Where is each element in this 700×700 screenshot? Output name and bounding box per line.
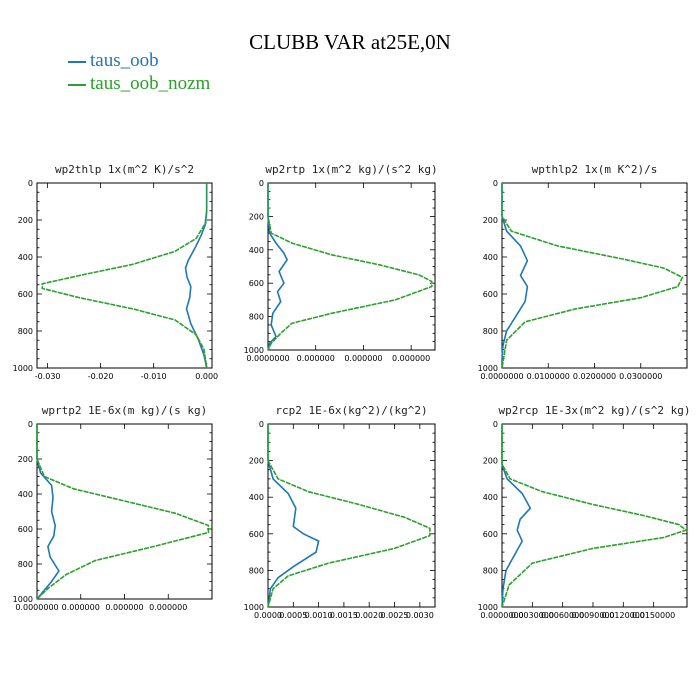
x-tick-label: 0.000000	[62, 603, 100, 612]
panel-frame	[267, 423, 436, 608]
y-tick-label: 0	[28, 420, 33, 429]
panel-title: wpthlp2 1x(m K^2)/s	[532, 163, 658, 176]
legend-line-taus-oob	[68, 61, 86, 63]
y-tick-label: 200	[249, 457, 264, 466]
y-tick-label: 200	[18, 216, 33, 225]
x-tick-label: 0.0000000	[15, 603, 58, 612]
x-tick-label: 0.000000	[344, 354, 382, 363]
series-line-taus-oob-nozm	[36, 424, 210, 600]
y-tick-label: 0	[259, 179, 264, 188]
y-tick-label: 400	[483, 253, 498, 262]
x-tick-label: 0.0015	[330, 611, 358, 620]
x-tick-label: 0.0120000	[602, 611, 645, 620]
y-tick-label: 800	[249, 313, 264, 322]
panel-frame	[267, 182, 436, 351]
y-tick-label: 600	[18, 290, 33, 299]
series-line-taus-oob-nozm	[267, 424, 431, 608]
y-tick-label: 0	[493, 420, 498, 429]
y-tick-label: 200	[483, 216, 498, 225]
y-tick-label: 0	[259, 420, 264, 429]
x-tick-label: 0.0000000	[480, 611, 523, 620]
x-tick-label: 0.0060000	[541, 611, 584, 620]
y-tick-label: 0	[28, 179, 33, 188]
series-line-taus-oob	[184, 183, 208, 369]
legend-label-taus-oob-nozm: taus_oob_nozm	[90, 73, 211, 94]
series-line-taus-oob	[501, 183, 529, 368]
x-tick-label: 0.0000000	[246, 354, 289, 363]
y-tick-label: 600	[18, 525, 33, 534]
series-line-taus-oob-nozm	[267, 183, 433, 351]
panel-frame	[36, 423, 213, 600]
series-line-taus-oob	[36, 424, 60, 600]
y-tick-label: 0	[493, 179, 498, 188]
series-line-taus-oob	[267, 183, 289, 351]
x-tick-label: 0.000	[195, 372, 218, 381]
x-tick-label: 0.000000	[105, 603, 143, 612]
x-tick-label: -0.010	[141, 372, 167, 381]
series-line-taus-oob-nozm	[501, 424, 688, 608]
y-tick-label: 800	[18, 560, 33, 569]
y-tick-label: 800	[249, 566, 264, 575]
legend-label-taus-oob: taus_oob	[90, 50, 159, 71]
x-tick-label: 0.000000	[297, 354, 335, 363]
y-tick-label: 1000	[13, 364, 33, 373]
x-tick-label: 0.0150000	[632, 611, 675, 620]
x-tick-label: 0.0005	[279, 611, 307, 620]
panel-title: wp2rtp 1x(m^2 kg)/(s^2 kg)	[265, 163, 437, 176]
series-line-taus-oob	[267, 424, 320, 608]
y-tick-label: 400	[18, 253, 33, 262]
x-tick-label: 0.000000	[149, 603, 187, 612]
y-tick-label: 400	[483, 493, 498, 502]
legend-line-taus-oob-nozm	[68, 84, 86, 86]
y-tick-label: 1000	[13, 595, 33, 604]
y-tick-label: 200	[249, 212, 264, 221]
x-tick-label: -0.020	[88, 372, 114, 381]
x-tick-label: 0.0020	[355, 611, 383, 620]
panel-title: wp2thlp 1x(m^2 K)/s^2	[55, 163, 194, 176]
x-tick-label: 0.0030000	[511, 611, 554, 620]
panel-frame	[501, 423, 688, 608]
series-line-taus-oob	[501, 424, 532, 608]
series-line-taus-oob-nozm	[41, 183, 208, 369]
panel-title: rcp2 1E-6x(kg^2)/(kg^2)	[275, 404, 427, 417]
x-tick-label: 0.0090000	[571, 611, 614, 620]
y-tick-label: 1000	[244, 603, 264, 612]
series-line-taus-oob-nozm	[501, 183, 684, 369]
x-tick-label: 0.0025	[381, 611, 409, 620]
y-tick-label: 600	[249, 530, 264, 539]
x-tick-label: 0.0000	[254, 611, 282, 620]
y-tick-label: 800	[483, 566, 498, 575]
panel-title: wp2rcp 1E-3x(m^2 kg)/(s^2 kg)	[498, 404, 690, 417]
y-tick-label: 800	[18, 327, 33, 336]
y-tick-label: 200	[483, 457, 498, 466]
x-tick-label: 0.0010	[305, 611, 333, 620]
x-tick-label: 0.0300000	[619, 372, 662, 381]
panel-frame	[501, 182, 688, 369]
y-tick-label: 1000	[478, 364, 498, 373]
x-tick-label: 0.0000000	[480, 372, 523, 381]
x-tick-label: -0.030	[35, 372, 61, 381]
y-tick-label: 600	[249, 279, 264, 288]
y-tick-label: 800	[483, 327, 498, 336]
x-tick-label: 0.0030	[406, 611, 434, 620]
y-tick-label: 400	[18, 490, 33, 499]
y-tick-label: 400	[249, 493, 264, 502]
y-tick-label: 1000	[244, 346, 264, 355]
y-tick-label: 1000	[478, 603, 498, 612]
y-tick-label: 600	[483, 530, 498, 539]
x-tick-label: 0.0100000	[527, 372, 570, 381]
panel-frame	[36, 182, 213, 369]
x-tick-label: 0.000000	[392, 354, 430, 363]
y-tick-label: 400	[249, 246, 264, 255]
x-tick-label: 0.0200000	[573, 372, 616, 381]
panel-title: wprtp2 1E-6x(m kg)/(s kg)	[42, 404, 208, 417]
y-tick-label: 200	[18, 455, 33, 464]
figure-title: CLUBB VAR at25E,0N	[249, 30, 451, 54]
y-tick-label: 600	[483, 290, 498, 299]
